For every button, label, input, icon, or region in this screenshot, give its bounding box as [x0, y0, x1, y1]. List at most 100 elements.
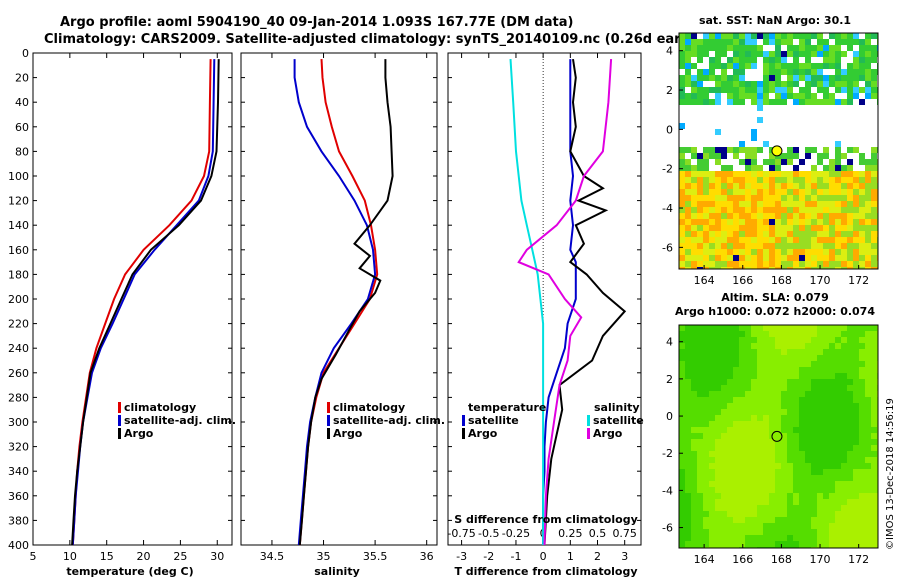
p-sla-cell [733, 403, 739, 409]
p-sla-cell [751, 511, 757, 517]
p-sla-cell [853, 379, 859, 385]
p-sst-cell [775, 51, 781, 57]
p-sst-cell [721, 39, 727, 45]
p-sla-cell [697, 463, 703, 469]
p-sst-cell [835, 87, 841, 93]
p-sst-cell [775, 255, 781, 261]
p-sst-cell [715, 159, 721, 165]
p-sst-cell [853, 39, 859, 45]
p-sla-cell [751, 535, 757, 541]
p-sla-cell [775, 445, 781, 451]
p-sla-cell [781, 439, 787, 445]
p-sla-cell [727, 541, 733, 547]
p-sst-cell [871, 93, 877, 99]
p-sst-cell [679, 195, 685, 201]
p-sla-cell [733, 511, 739, 517]
p-sla-cell [823, 463, 829, 469]
p-sla-cell [829, 499, 835, 505]
p-sla-cell [757, 487, 763, 493]
p-sla-cell [847, 427, 853, 433]
p-sst-cell [865, 201, 871, 207]
p-sla-cell [709, 511, 715, 517]
p-sst-cell [793, 243, 799, 249]
p-sst-cell [733, 45, 739, 51]
p-sla-cell [763, 331, 769, 337]
p-sst-cell [793, 147, 799, 153]
p-sla-cell [871, 475, 877, 481]
p-sla-cell [769, 361, 775, 367]
p-sst-cell [811, 165, 817, 171]
p-sla-cell [685, 457, 691, 463]
p-sst-cell [685, 243, 691, 249]
p-sla-cell [739, 403, 745, 409]
p-sst-cell [823, 249, 829, 255]
p-sla-cell [769, 343, 775, 349]
p-sla-cell [781, 349, 787, 355]
p-sla-cell [853, 517, 859, 523]
p-sla-cell [781, 487, 787, 493]
p-sst-cell [781, 51, 787, 57]
p-sla-cell [811, 517, 817, 523]
temperature-xlabel: temperature (deg C) [66, 565, 193, 578]
difference-xlabel: T difference from climatology [454, 565, 637, 578]
p-sla-cell [757, 337, 763, 343]
p-sst-cell [769, 165, 775, 171]
p-sst-cell [685, 231, 691, 237]
p-sla-cell [721, 337, 727, 343]
p-sst-cell [769, 237, 775, 243]
p-sst-cell [691, 231, 697, 237]
p-sst-cell [685, 183, 691, 189]
p-sst-cell [721, 45, 727, 51]
p-sla-cell [685, 463, 691, 469]
p-sla-cell [805, 469, 811, 475]
p-sla-cell [745, 481, 751, 487]
p-sla-cell [835, 511, 841, 517]
p-sla-cell [733, 469, 739, 475]
p-sst-cell [817, 159, 823, 165]
p-sla-cell [751, 337, 757, 343]
p-sla-cell [781, 499, 787, 505]
p-sla-cell [823, 343, 829, 349]
p-sst-cell [679, 123, 685, 129]
p-sst-cell [823, 207, 829, 213]
p-sst-cell [757, 117, 763, 123]
p-sla-cell [715, 529, 721, 535]
p-sla-cell [703, 505, 709, 511]
p-sla-cell [823, 427, 829, 433]
p-sla-cell [727, 475, 733, 481]
p-sla-cell [757, 511, 763, 517]
p-sla-cell [817, 355, 823, 361]
p-sst-cell [769, 177, 775, 183]
p-sla-cell [727, 469, 733, 475]
p-sla-cell [739, 391, 745, 397]
p-sst-cell [721, 189, 727, 195]
p-sst-cell [799, 225, 805, 231]
p-sst-cell [865, 69, 871, 75]
p-sst-cell [691, 147, 697, 153]
p-sla-cell [679, 397, 685, 403]
p-sst-cell [751, 87, 757, 93]
p-sla-cell [799, 529, 805, 535]
p-sla-cell [751, 463, 757, 469]
p-sla-cell [859, 361, 865, 367]
p-sla-cell [763, 427, 769, 433]
p-sla-cell [781, 379, 787, 385]
p-sst-cell [859, 69, 865, 75]
p-sla-cell [835, 499, 841, 505]
p-sla-cell [817, 427, 823, 433]
p-sst-cell [685, 237, 691, 243]
p-sst-cell [775, 159, 781, 165]
p-sst-cell [847, 171, 853, 177]
p-sst-cell [799, 171, 805, 177]
p-sst-cell [823, 171, 829, 177]
p-sst-cell [703, 75, 709, 81]
p-sst-cell [727, 213, 733, 219]
p-sst-cell [709, 213, 715, 219]
p-sla-cell [703, 379, 709, 385]
p-sla-cell [811, 373, 817, 379]
p-temp-ytick-label: 0 [22, 47, 29, 60]
p-sst-cell [697, 249, 703, 255]
p-sla-cell [727, 499, 733, 505]
p-sst-cell [841, 69, 847, 75]
p-sla-cell [775, 343, 781, 349]
